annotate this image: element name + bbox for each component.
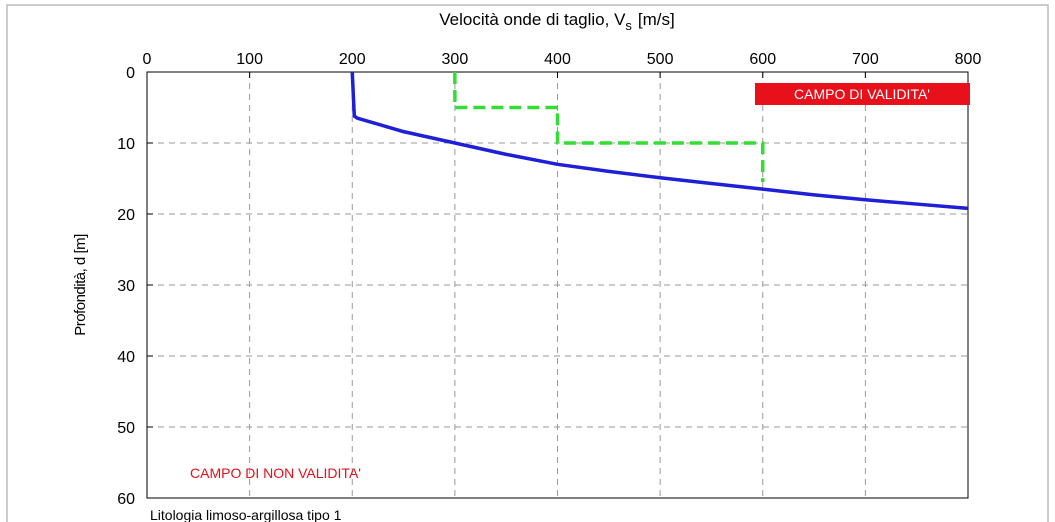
plot-frame [146,71,969,499]
y-tick-label: 10 [117,136,135,153]
plot-area: 0 100 200 300 400 500 600 700 800 0 10 20 30 40 50 60 [117,51,981,508]
x-axis-title: Velocità onde di taglio, Vs [m/s] [439,10,675,33]
x-tick-label: 300 [442,51,469,68]
x-tick-label: 600 [749,51,776,68]
series-line [350,71,969,211]
x-tick-label: 800 [955,51,982,68]
x-axis-title-subscript: s [625,18,632,33]
y-tick-label: 50 [117,420,135,437]
lithology-note: Litologia limoso-argillosa tipo 1 [150,507,342,522]
validity-box [755,83,970,105]
x-tick-label: 0 [143,51,152,68]
outer-frame [6,4,1049,522]
annotation-non-validity: CAMPO DI NON VALIDITA' [190,465,361,481]
x-tick-label: 400 [544,51,571,68]
x-tick-label: 500 [647,51,674,68]
x-tick-label: 200 [339,51,366,68]
x-axis-title-main: Velocità onde di taglio, V [439,10,626,29]
y-tick-label: 20 [117,207,135,224]
y-tick-label: 30 [117,278,135,295]
y-tick-label: 0 [126,65,135,82]
x-axis-title-unit: [m/s] [638,10,675,29]
series-line [453,72,765,183]
y-axis-title: Profondità, d [m] [72,234,89,336]
y-tick-label: 60 [117,491,135,508]
y-tick-label: 40 [117,349,135,366]
annotation-validity: CAMPO DI VALIDITA' [794,86,930,102]
x-tick-label: 700 [852,51,879,68]
x-tick-label: 100 [236,51,263,68]
